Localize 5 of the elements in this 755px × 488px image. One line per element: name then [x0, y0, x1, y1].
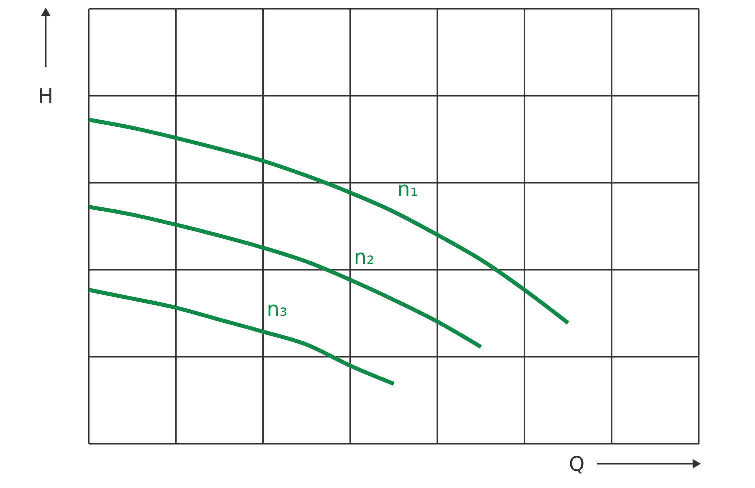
series-label: n₂: [354, 245, 375, 270]
series-label: n₁: [398, 177, 418, 202]
series-label: n₃: [266, 296, 288, 321]
y-axis-title: H: [38, 84, 54, 108]
x-axis-title: Q: [569, 452, 585, 476]
